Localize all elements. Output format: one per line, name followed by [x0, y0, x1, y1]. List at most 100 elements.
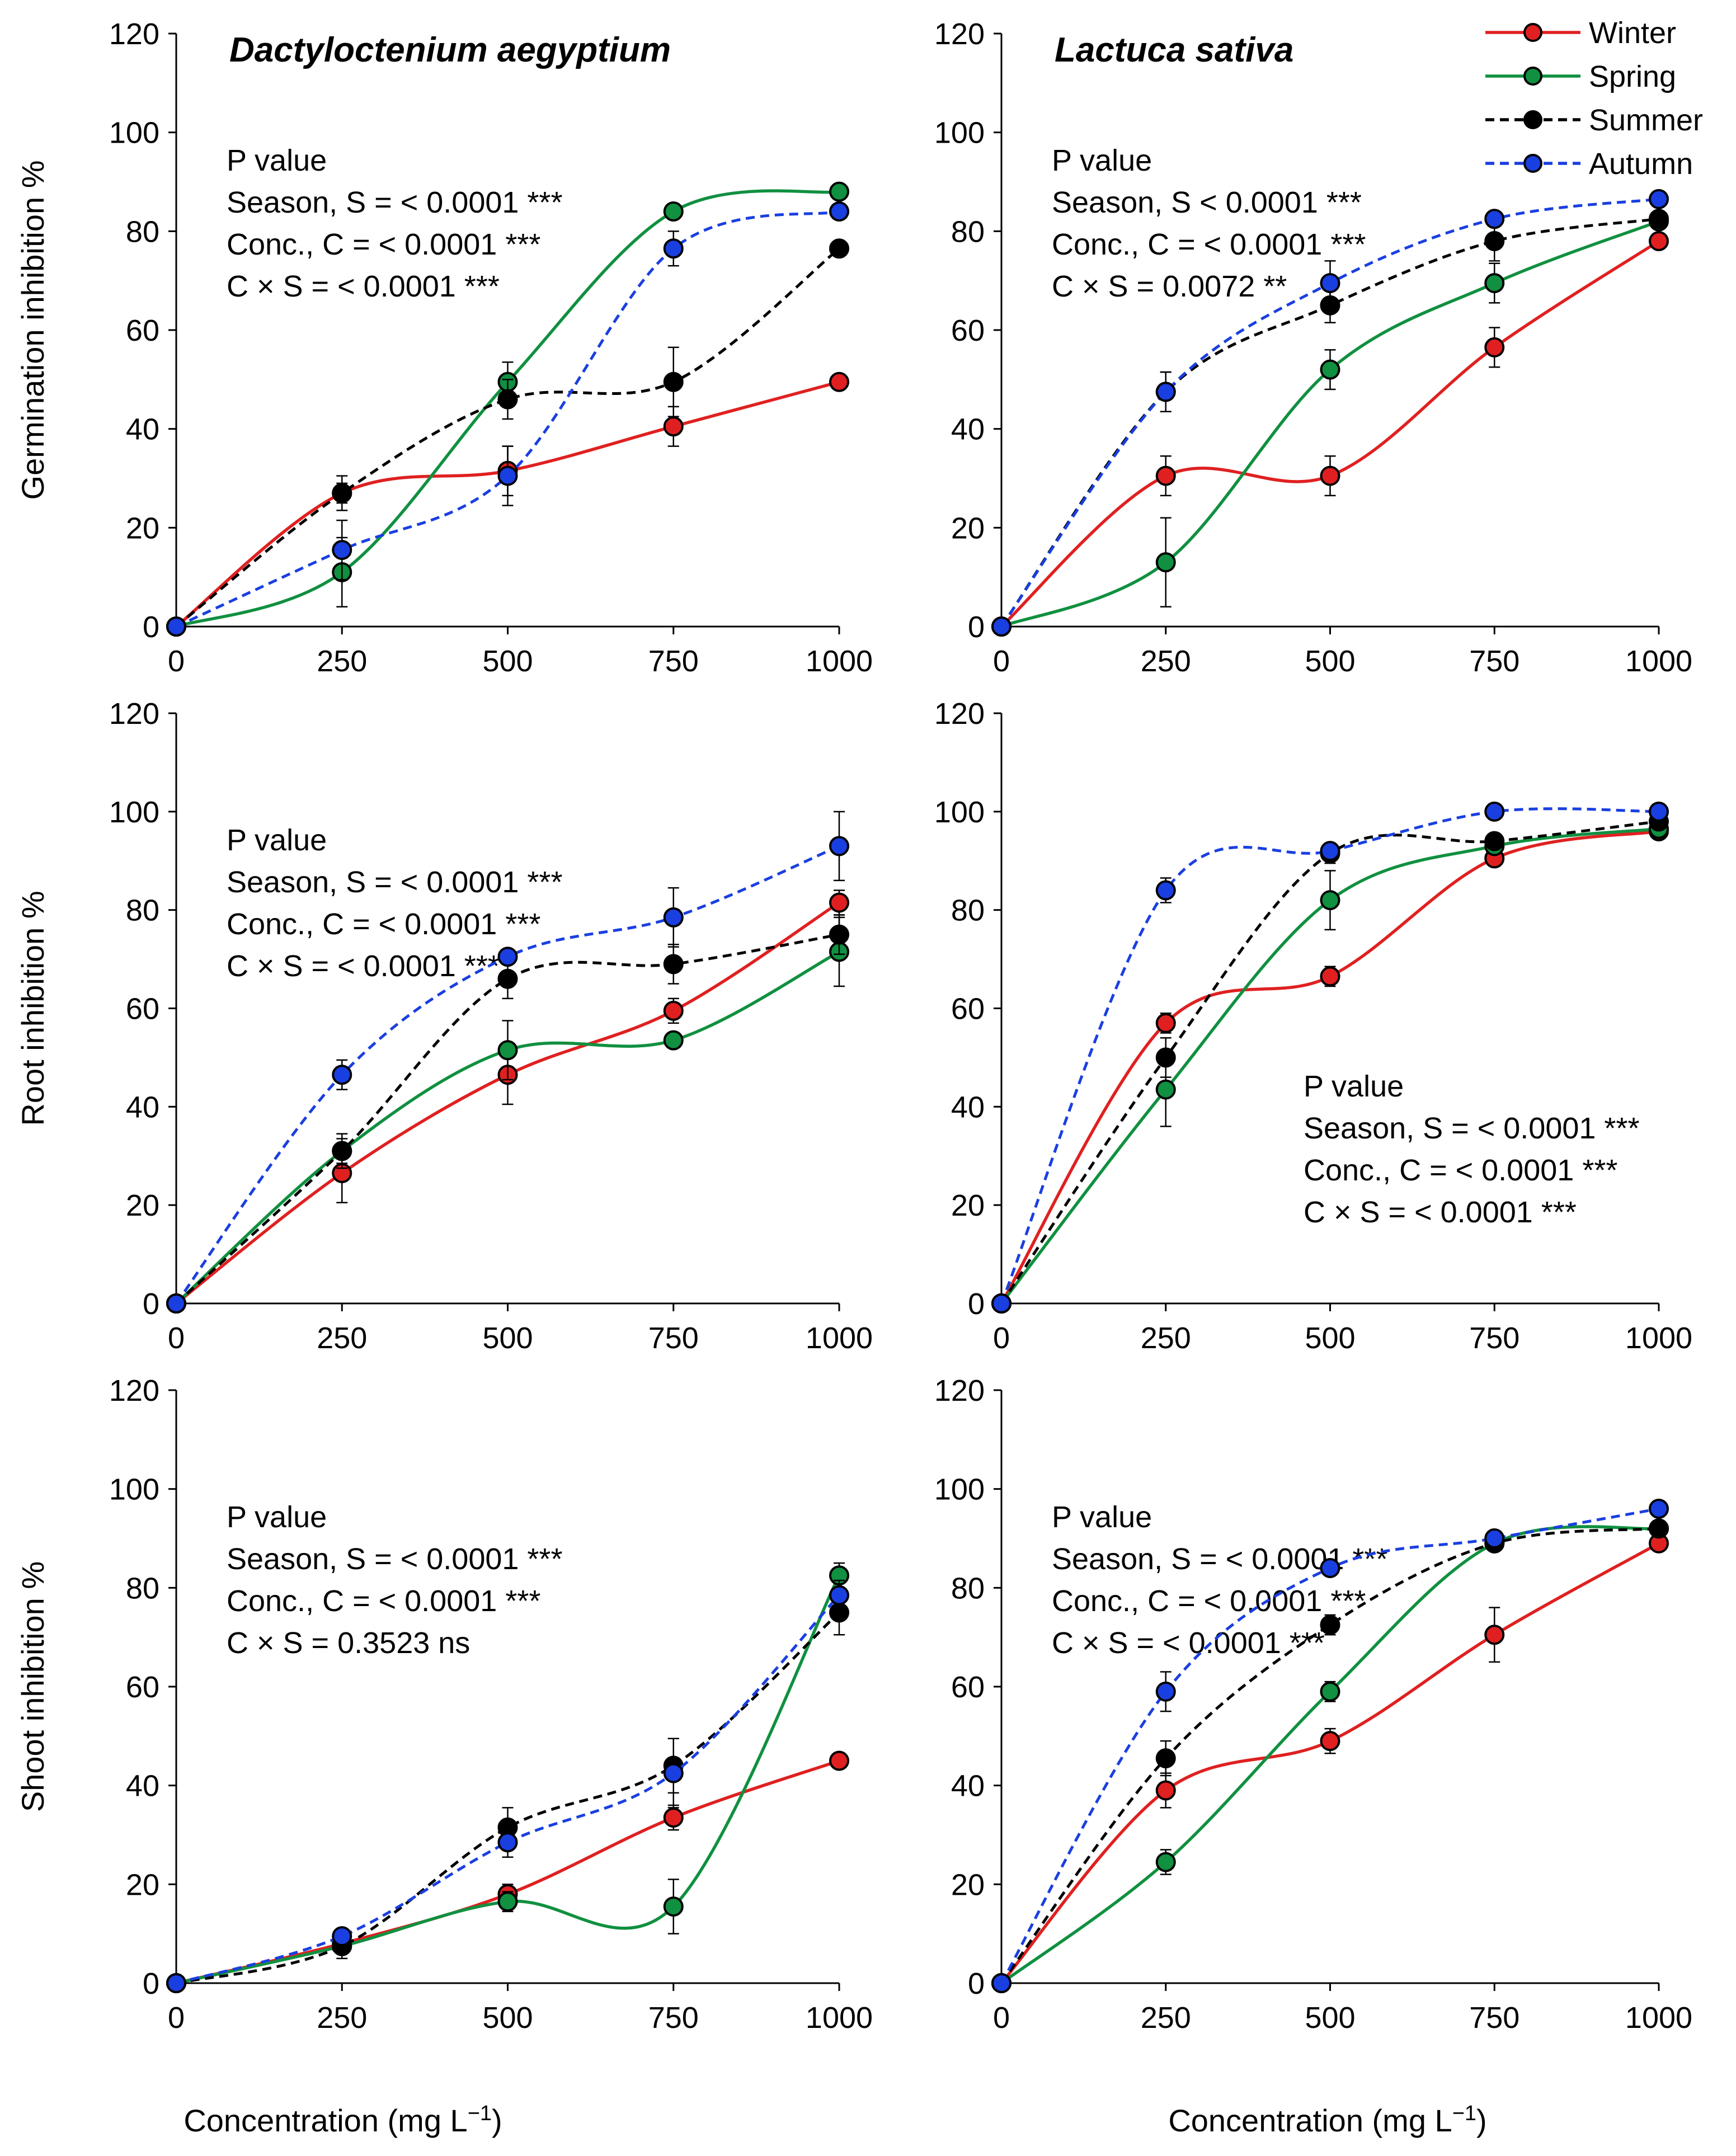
x-axis-title-superscript: −1	[1452, 2102, 1476, 2125]
series-autumn	[991, 189, 1669, 637]
stats-line: Conc., C = < 0.0001 ***	[227, 1584, 540, 1618]
x-tick-label: 250	[1141, 1321, 1191, 1355]
data-point-autumn-500	[1320, 273, 1340, 294]
legend-label: Winter	[1589, 16, 1676, 50]
y-tick-label: 120	[109, 1374, 159, 1407]
data-point-autumn-0	[166, 616, 186, 637]
x-tick-label: 500	[1305, 1321, 1355, 1355]
x-tick-label: 1000	[806, 2001, 873, 2035]
y-tick-label: 100	[109, 1473, 159, 1507]
data-point-spring-250	[1155, 552, 1176, 573]
data-point-autumn-250	[332, 1065, 352, 1085]
series-line-summer	[175, 247, 840, 628]
data-point-winter-750	[1484, 337, 1505, 357]
y-tick-label: 120	[109, 697, 159, 731]
data-point-spring-750	[1484, 273, 1505, 294]
data-point-autumn-1000	[1649, 801, 1669, 822]
series-line-summer	[1000, 820, 1659, 1305]
series-line-spring	[1000, 827, 1659, 1305]
x-tick-label: 0	[168, 2001, 185, 2035]
data-point-autumn-0	[991, 1293, 1012, 1314]
x-tick-label: 0	[168, 1321, 185, 1355]
data-point-winter-500	[1320, 966, 1340, 987]
y-tick-label: 40	[126, 413, 159, 446]
y-tick-label: 20	[126, 1189, 159, 1222]
data-point-spring-750	[663, 1030, 684, 1051]
legend-label: Summer	[1589, 103, 1703, 137]
data-point-winter-500	[1320, 465, 1340, 486]
stats-heading: P value	[1052, 144, 1152, 177]
data-point-spring-250	[1155, 1079, 1176, 1100]
x-tick-label: 500	[482, 1321, 533, 1355]
series-line-autumn	[175, 210, 840, 628]
x-tick-label: 500	[482, 644, 533, 678]
y-tick-label: 100	[934, 1473, 985, 1507]
data-point-autumn-750	[663, 907, 684, 928]
stats-line: Season, S = < 0.0001 ***	[227, 1542, 562, 1576]
x-axis-title-end: )	[1476, 2103, 1487, 2138]
x-axis-title-right: Concentration (mg L−1)	[1168, 2102, 1486, 2138]
data-point-winter-1000	[1649, 231, 1669, 251]
legend-item-spring: Spring	[1485, 60, 1676, 93]
stats-line: Season, S = < 0.0001 ***	[1304, 1112, 1639, 1145]
data-point-autumn-500	[497, 947, 518, 967]
x-tick-label: 1000	[806, 1321, 873, 1355]
chart-panel-4: 0 20 40 60 80 100 120 0 250 500 750 1000 P value Seas…	[934, 697, 1692, 1355]
data-point-winter-750	[663, 416, 684, 437]
y-tick-label: 0	[143, 1967, 159, 2000]
data-point-spring-500	[1320, 359, 1340, 380]
data-point-summer-250	[1155, 1748, 1176, 1769]
x-tick-label: 250	[1141, 2001, 1191, 2035]
y-tick-label: 100	[109, 795, 159, 829]
data-point-autumn-750	[1484, 801, 1505, 822]
y-tick-label: 40	[951, 1090, 985, 1124]
x-tick-label: 1000	[1625, 1321, 1692, 1355]
y-tick-label: 120	[934, 17, 985, 51]
stats-text-block: P value Season, S < 0.0001 *** Conc., C = …	[1052, 144, 1366, 303]
x-tick-label: 250	[1141, 644, 1191, 678]
series-line-autumn	[1000, 1507, 1659, 1984]
stats-text-block: P value Season, S = < 0.0001 *** Conc., C …	[227, 144, 562, 303]
data-point-summer-250	[332, 483, 352, 503]
x-tick-label: 500	[482, 2001, 533, 2035]
data-point-autumn-250	[1155, 1681, 1176, 1702]
data-point-winter-500	[1320, 1731, 1340, 1752]
stats-heading: P value	[227, 1500, 327, 1534]
stats-text-block: P value Season, S = < 0.0001 *** Conc., C …	[1304, 1070, 1639, 1229]
x-tick-label: 750	[648, 1321, 699, 1355]
x-tick-label: 1000	[1625, 644, 1692, 678]
panel-title: Lactuca sativa	[1055, 31, 1293, 69]
data-point-summer-1000	[1649, 209, 1669, 229]
legend-item-winter: Winter	[1485, 16, 1676, 50]
x-axis-titles: Concentration (mg L−1) Concentration (mg…	[184, 2102, 1486, 2138]
x-tick-label: 750	[648, 644, 699, 678]
stats-line: C × S = < 0.0001 ***	[227, 949, 500, 983]
legend-marker	[1523, 23, 1542, 42]
series-line-autumn	[175, 845, 840, 1305]
y-tick-label: 120	[934, 1374, 985, 1407]
data-point-winter-1000	[829, 892, 849, 913]
panel-title: Dactyloctenium aegyptium	[229, 31, 671, 69]
series-autumn	[166, 1579, 849, 1993]
series-line-winter	[176, 1759, 840, 1985]
chart-panel-2: 0 20 40 60 80 100 120 0 250 500 750 1000 Lactuca sat…	[934, 17, 1692, 678]
data-point-winter-750	[663, 1000, 684, 1021]
y-tick-label: 100	[934, 116, 985, 150]
data-point-autumn-500	[1320, 1558, 1340, 1578]
legend-item-autumn: Autumn	[1485, 147, 1693, 181]
data-point-spring-500	[497, 1891, 518, 1912]
x-tick-label: 1000	[1625, 2001, 1692, 2035]
chart-panel-1: 0 20 40 60 80 100 120 0 250 500 750 1000 Germination…	[15, 17, 873, 678]
data-point-autumn-250	[1155, 382, 1176, 402]
y-tick-label: 120	[109, 17, 159, 51]
data-point-winter-750	[1484, 1625, 1505, 1645]
y-tick-label: 80	[951, 894, 985, 928]
x-axis-title-end: )	[492, 2103, 502, 2138]
data-point-autumn-0	[166, 1293, 186, 1314]
y-axis-title: Root inhibition %	[15, 891, 50, 1126]
series-line-summer	[1000, 1527, 1659, 1984]
data-point-autumn-250	[332, 1926, 352, 1947]
